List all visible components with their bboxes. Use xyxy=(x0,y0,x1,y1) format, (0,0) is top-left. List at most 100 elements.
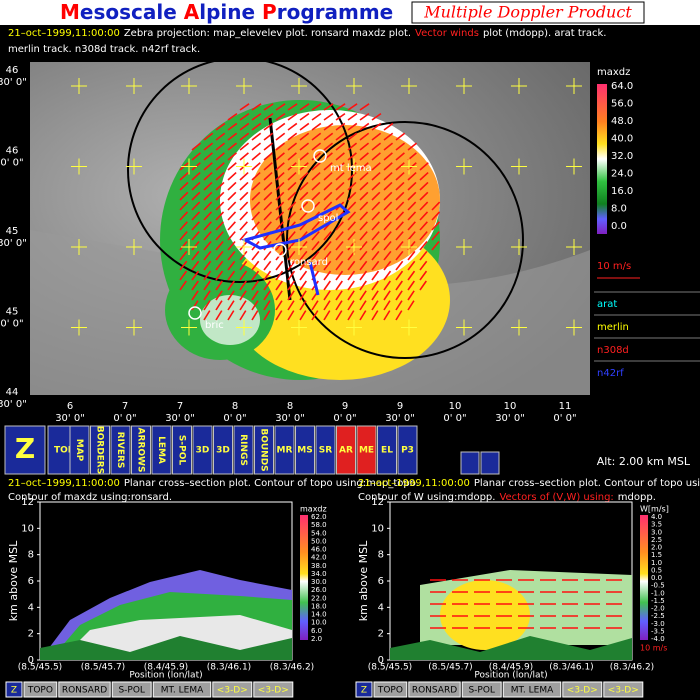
toolbar-button[interactable]: MR xyxy=(274,425,295,475)
toolbar-button[interactable]: BOUNDS xyxy=(254,425,274,475)
toolbar-button[interactable]: ARROWS xyxy=(131,425,151,475)
button-face xyxy=(373,681,408,698)
wind-arrow xyxy=(263,112,274,121)
y-tick-label: 8 xyxy=(378,550,384,561)
panel-button[interactable]: S-POL xyxy=(111,681,152,698)
wind-arrow xyxy=(395,231,404,241)
panel-button[interactable]: Z xyxy=(355,681,373,698)
toolbar-button[interactable]: LEMA xyxy=(151,425,172,475)
button-label: AR xyxy=(339,446,353,456)
wind-arrow xyxy=(215,231,224,241)
panel-button[interactable]: <3-D> xyxy=(253,681,294,698)
wind-arrow xyxy=(263,132,274,141)
toolbar-button[interactable]: MAP xyxy=(69,425,90,475)
site-marker xyxy=(313,149,327,163)
site-marker xyxy=(273,243,287,257)
wind-arrow xyxy=(239,290,247,301)
toolbar-button[interactable]: ME xyxy=(356,425,377,475)
wind-arrow xyxy=(203,181,213,191)
wind-arrow xyxy=(275,132,286,141)
toolbar-button[interactable]: Z xyxy=(4,425,46,475)
wind-arrow xyxy=(191,241,200,251)
wind-arrow xyxy=(251,300,259,311)
panel-button[interactable]: MT. LEMA xyxy=(152,681,212,698)
wind-arrow xyxy=(383,250,392,261)
wind-arrow xyxy=(227,152,237,161)
lon-label: 30' 0" xyxy=(165,413,195,424)
wind-arrow xyxy=(371,122,382,131)
toolbar-button[interactable]: P3 xyxy=(397,425,418,475)
toolbar-button[interactable]: 3D xyxy=(213,425,233,475)
button-face xyxy=(460,451,480,475)
wind-arrow xyxy=(371,181,381,191)
wind-arrow xyxy=(239,270,248,281)
panel-button[interactable]: RONSARD xyxy=(408,681,461,698)
panel-button[interactable]: TOPO xyxy=(23,681,58,698)
wind-arrow xyxy=(179,191,189,201)
toolbar-button[interactable]: RINGS xyxy=(233,425,254,475)
wind-arrow xyxy=(311,142,322,151)
wind-arrow xyxy=(407,260,416,271)
wind-arrow xyxy=(215,221,224,231)
wind-arrow xyxy=(299,310,307,321)
wind-arrow xyxy=(311,221,320,231)
panel-button[interactable]: S-POL xyxy=(461,681,502,698)
toolbar-button[interactable]: S-POL xyxy=(172,425,192,475)
wind-arrow xyxy=(395,162,405,171)
button-face xyxy=(295,425,315,475)
wind-arrow xyxy=(347,171,357,181)
colorbar-title: W[m/s] xyxy=(640,505,669,514)
wind-arrow xyxy=(251,270,260,281)
info-segment: Planar cross–section plot. Contour of to… xyxy=(474,478,700,489)
button-face xyxy=(461,681,502,698)
wind-arrow xyxy=(335,171,345,181)
toolbar-button[interactable]: AR xyxy=(336,425,356,475)
lon-label: 0' 0" xyxy=(333,413,356,424)
wind-arrow xyxy=(359,181,369,191)
wind-arrow xyxy=(347,300,355,311)
wind-arrow xyxy=(203,211,213,221)
range-ring xyxy=(127,57,353,283)
panel-button[interactable]: RONSARD xyxy=(58,681,111,698)
wind-arrow xyxy=(383,270,392,281)
wind-arrow xyxy=(263,260,272,271)
wind-arrow xyxy=(227,280,235,291)
panel-button[interactable]: Z xyxy=(5,681,23,698)
button-face xyxy=(356,425,377,475)
panel-button[interactable]: MT. LEMA xyxy=(502,681,562,698)
grid-cross xyxy=(566,78,582,94)
toolbar-button[interactable]: EL xyxy=(377,425,397,475)
wind-arrow xyxy=(263,270,272,281)
colorbar-label: -3.5 xyxy=(651,627,665,635)
button-face xyxy=(377,425,397,475)
colorbar-label: 64.0 xyxy=(611,81,633,92)
toolbar-button[interactable] xyxy=(480,451,500,475)
colorbar-label: 14.0 xyxy=(311,611,327,619)
wind-arrow xyxy=(311,103,322,111)
panel-button[interactable]: <3-D> xyxy=(212,681,253,698)
toolbar-button[interactable]: RIVERS xyxy=(110,425,131,475)
wind-arrow xyxy=(347,152,357,161)
x-axis-label: Position (lon/lat) xyxy=(129,671,202,681)
toolbar-button[interactable]: BORDERS xyxy=(90,425,110,475)
lon-label: 0' 0" xyxy=(553,413,576,424)
button-face xyxy=(111,681,152,698)
wind-arrow xyxy=(179,280,187,291)
wind-vectors xyxy=(179,103,441,321)
toolbar-button[interactable] xyxy=(460,451,480,475)
wind-arrow xyxy=(215,132,226,141)
panel-button[interactable]: <3-D> xyxy=(603,681,644,698)
wind-arrow xyxy=(299,280,307,291)
toolbar-button[interactable]: MS xyxy=(295,425,315,475)
panel-button[interactable]: <3-D> xyxy=(562,681,603,698)
grid-cross xyxy=(511,319,527,336)
wind-arrow xyxy=(371,112,382,121)
wind-arrow xyxy=(371,250,380,261)
toolbar-button[interactable]: SR xyxy=(315,425,336,475)
wind-arrow xyxy=(203,221,212,231)
panel-button[interactable]: TOPO xyxy=(373,681,408,698)
y-tick-label: 12 xyxy=(371,497,384,508)
button-label: <3-D> xyxy=(258,686,289,696)
toolbar-button[interactable]: 3D xyxy=(192,425,213,475)
wind-arrow xyxy=(383,300,391,311)
